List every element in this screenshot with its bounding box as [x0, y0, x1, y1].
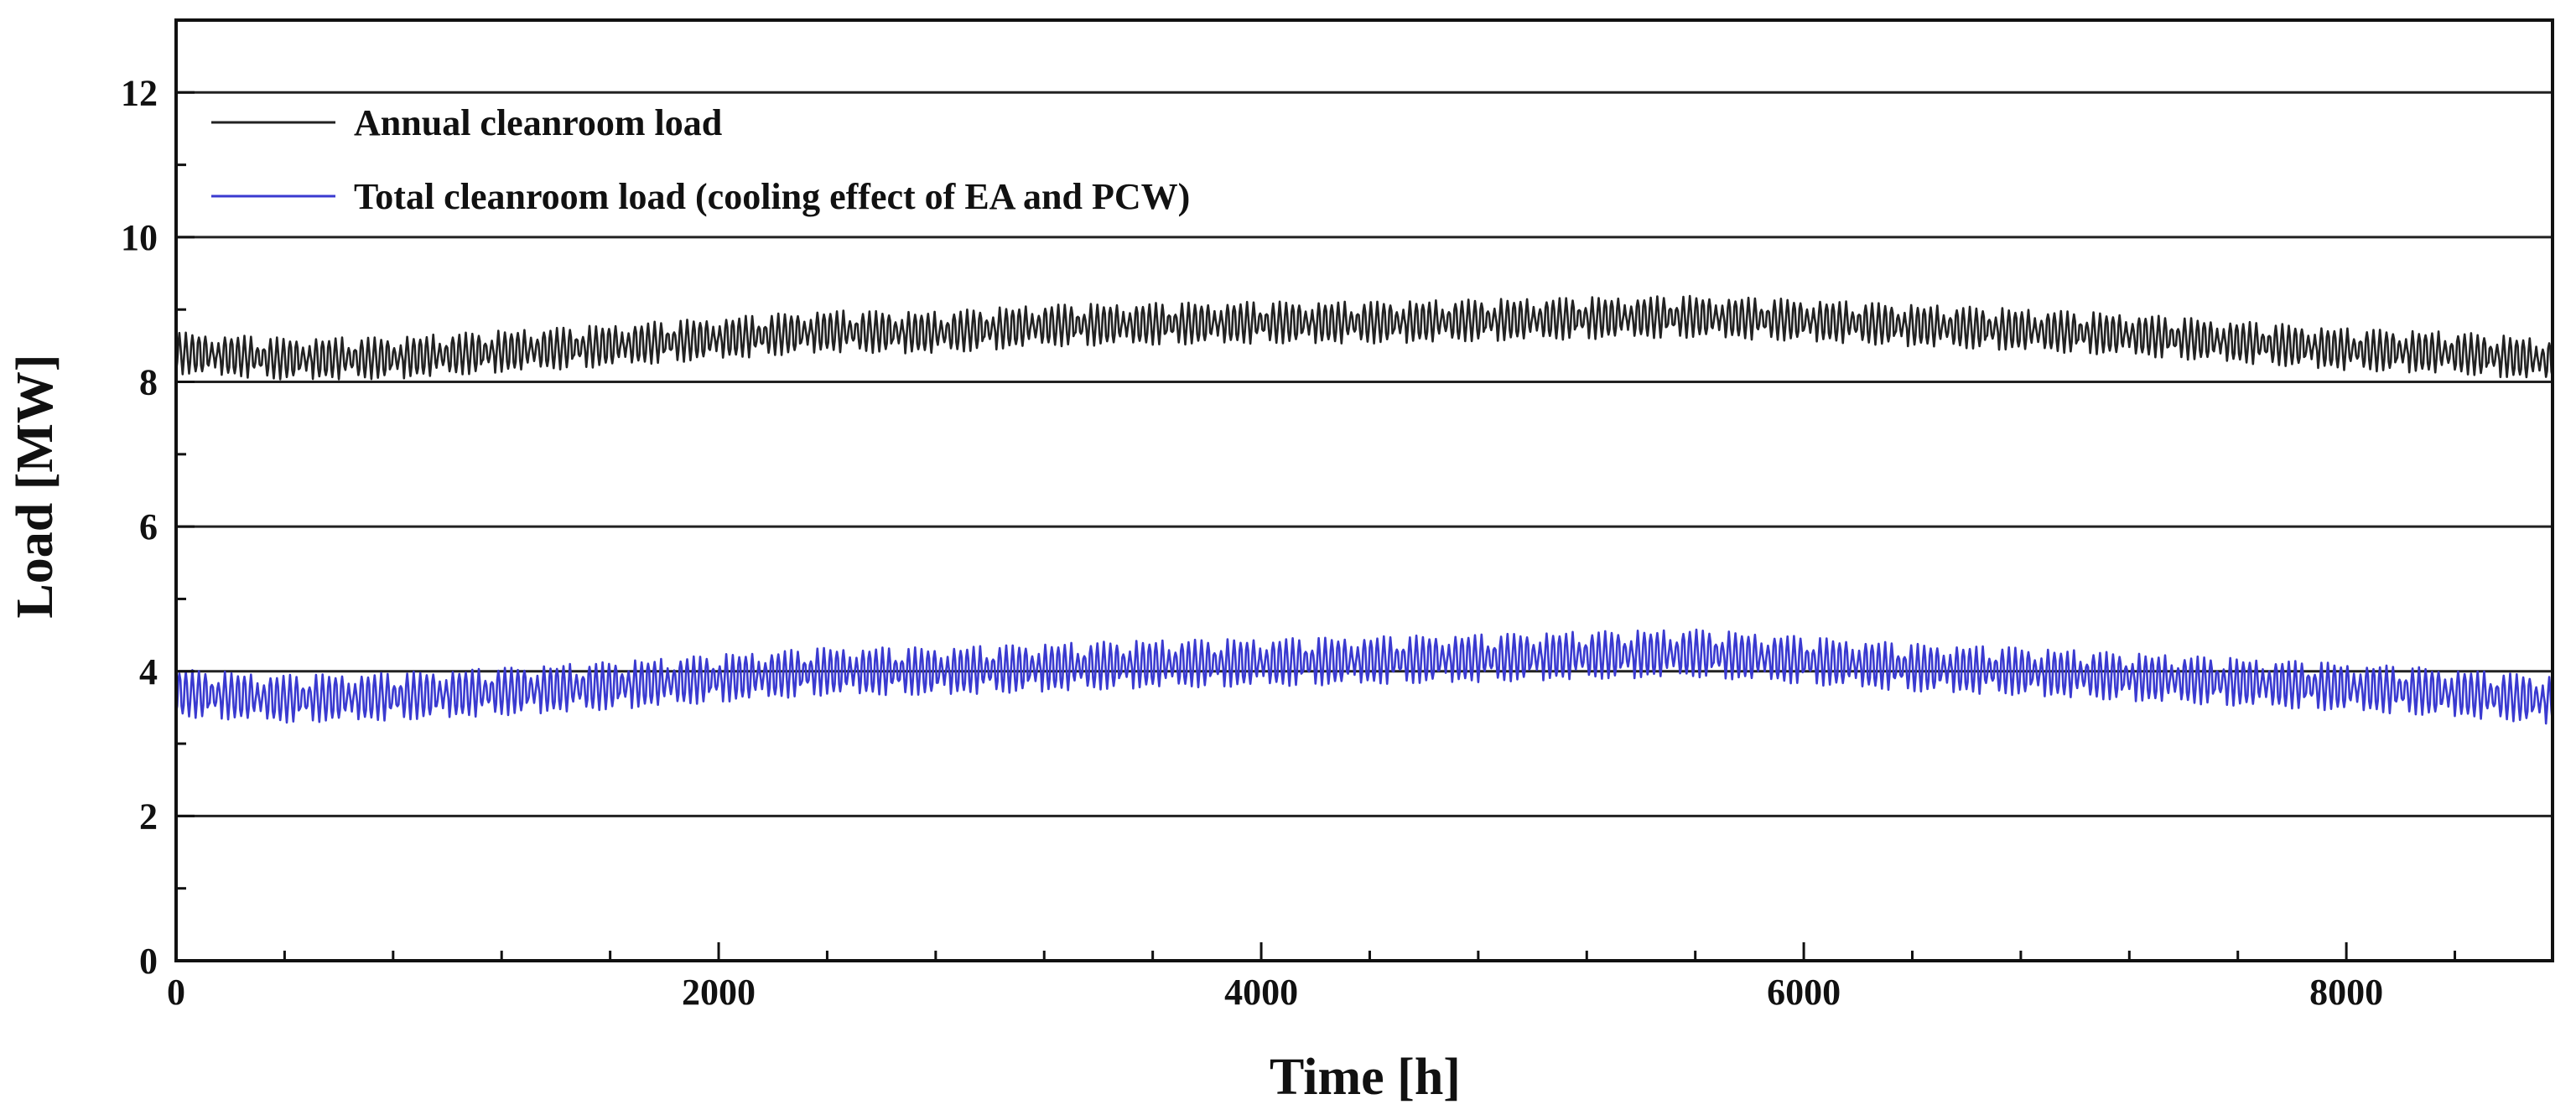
legend-label-total-cleanroom-load: Total cleanroom load (cooling effect of …: [354, 176, 1190, 217]
series-layer: [174, 294, 2554, 725]
y-tick-label-8: 8: [139, 362, 158, 403]
y-tick-label-2: 2: [139, 796, 158, 837]
legend-label-annual-cleanroom-load: Annual cleanroom load: [354, 102, 722, 143]
x-tick-label-6000: 6000: [1767, 972, 1841, 1013]
grid-layer: [176, 91, 2553, 817]
x-tick-label-2000: 2000: [682, 972, 756, 1013]
ticks-layer: 0 2000 4000 6000 8000 0 2 4 6 8 10 12: [121, 18, 2457, 1013]
legend: Annual cleanroom load Total cleanroom loa…: [211, 102, 1190, 217]
x-axis-title: Time [h]: [1270, 1049, 1461, 1106]
y-axis-title: Load [MW]: [7, 354, 64, 618]
x-tick-label-0: 0: [167, 972, 185, 1013]
axes-layer: [174, 18, 2554, 962]
x-tick-label-4000: 4000: [1224, 972, 1298, 1013]
plot-frame: [174, 18, 2554, 962]
x-tick-label-8000: 8000: [2309, 972, 2383, 1013]
y-tick-label-10: 10: [121, 217, 158, 258]
series-line-total-cleanroom-load: [174, 628, 2554, 725]
y-tick-label-0: 0: [139, 941, 158, 982]
series-line-annual-cleanroom-load: [174, 294, 2554, 381]
y-tick-label-6: 6: [139, 506, 158, 547]
y-tick-label-12: 12: [121, 72, 158, 113]
y-tick-label-4: 4: [139, 651, 158, 692]
